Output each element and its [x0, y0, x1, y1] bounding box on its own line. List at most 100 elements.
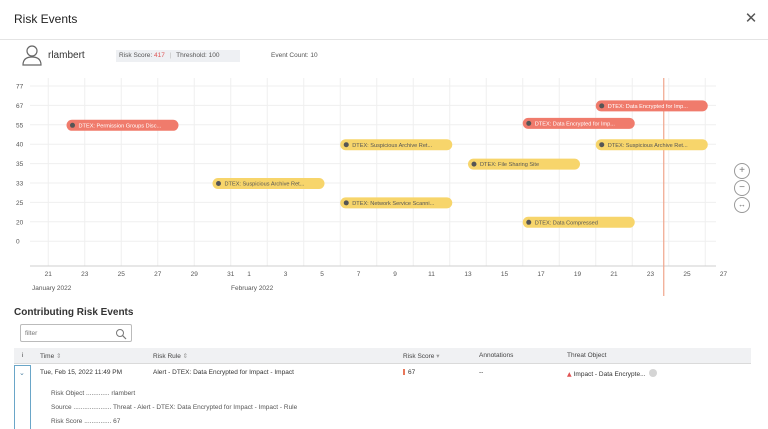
score-bar [403, 369, 405, 375]
y-tick-label: 25 [16, 200, 24, 207]
row-score: 67 [403, 369, 415, 376]
event-label: DTEX: Data Compressed [535, 220, 598, 226]
y-tick-label: 55 [16, 122, 24, 129]
filter-input[interactable] [25, 328, 113, 339]
event-pill-bg [340, 197, 453, 209]
detail-source: Source ..................... Threat - Al… [51, 404, 298, 411]
x-tick-label: 1 [247, 271, 251, 278]
event-pill[interactable]: DTEX: Suspicious Archive Ret... [595, 139, 708, 151]
event-pill[interactable]: DTEX: Permission Groups Disc... [66, 119, 179, 131]
zoom-in-icon[interactable]: + [734, 163, 750, 179]
x-tick-label: 7 [357, 271, 361, 278]
event-dot [70, 122, 75, 128]
event-dot [471, 161, 477, 167]
event-pill[interactable]: DTEX: Suspicious Archive Ret... [340, 139, 453, 151]
col-threat: Threat Object [567, 352, 607, 359]
event-pill-bg [340, 139, 453, 151]
x-tick-label: 11 [428, 271, 435, 278]
risk-events-table: i Time ⇕ Risk Rule ⇕ Risk Score ▾ Annota… [14, 348, 751, 378]
fit-width-icon[interactable]: ↔ [734, 197, 750, 213]
x-tick-label: 3 [284, 271, 288, 278]
y-tick-label: 0 [16, 239, 20, 246]
info-icon[interactable] [648, 369, 657, 377]
y-tick-label: 67 [16, 103, 24, 110]
event-pill-bg [468, 158, 580, 170]
y-tick-label: 40 [16, 142, 24, 149]
event-pill[interactable]: DTEX: Data Encrypted for Imp... [522, 117, 635, 129]
x-tick-label: 25 [118, 271, 126, 278]
event-dot [526, 219, 532, 225]
close-icon[interactable]: ✕ [742, 8, 760, 28]
col-rule[interactable]: Risk Rule ⇕ [153, 352, 188, 360]
event-label: DTEX: Suspicious Archive Ret... [225, 182, 305, 188]
x-tick-label: 19 [574, 271, 582, 278]
col-info: i [22, 352, 24, 359]
row-time: Tue, Feb 15, 2022 11:49 PM [40, 369, 123, 376]
zoom-out-icon[interactable]: − [734, 180, 750, 196]
search-icon[interactable] [115, 328, 127, 340]
event-pill-bg [522, 216, 635, 228]
month-label: January 2022 [32, 285, 72, 292]
event-pill[interactable]: DTEX: File Sharing Site [468, 158, 580, 170]
row-rule: Alert - DTEX: Data Encrypted for Impact … [153, 369, 294, 376]
separator: | [169, 52, 172, 59]
event-dot [216, 181, 221, 186]
col-time[interactable]: Time ⇕ [40, 352, 61, 360]
event-label: DTEX: Suspicious Archive Ret... [608, 143, 688, 149]
username: rlambert [48, 50, 85, 61]
event-label: DTEX: Suspicious Archive Ret... [352, 143, 432, 149]
col-score-label: Risk Score [403, 353, 435, 360]
y-tick-label: 77 [16, 84, 24, 91]
y-tick-label: 35 [16, 161, 24, 168]
x-tick-label: 21 [45, 271, 53, 278]
sort-icon: ⇕ [56, 353, 62, 360]
event-label: DTEX: Network Service Scanni... [352, 201, 435, 207]
event-pill-bg [522, 117, 635, 129]
x-tick-label: 9 [393, 271, 397, 278]
x-tick-label: 15 [501, 271, 509, 278]
event-count: Event Count: 10 [271, 52, 318, 59]
event-label: DTEX: File Sharing Site [480, 162, 539, 168]
risk-timeline-chart: 77 67 55 40 35 33 25 20 0 21 23 25 27 29 31 1 3 5 7 9 11 13 15… [0, 78, 768, 298]
modal-title: Risk Events [14, 12, 78, 26]
chevron-down-icon: ⌄ [19, 369, 25, 377]
row-score-value: 67 [408, 369, 416, 376]
x-tick-label: 21 [610, 271, 618, 278]
event-label: DTEX: Permission Groups Disc... [79, 123, 162, 129]
x-tick-label: 23 [647, 271, 655, 278]
event-pill-bg [595, 100, 708, 112]
risk-score-label: Risk Score: [119, 52, 153, 59]
table-row[interactable]: Tue, Feb 15, 2022 11:49 PM Alert - DTEX:… [14, 365, 751, 379]
warning-icon: ▲ [567, 371, 572, 378]
contributing-title: Contributing Risk Events [14, 307, 134, 318]
threshold-label: Threshold: 100 [176, 52, 220, 59]
col-rule-label: Risk Rule [153, 353, 181, 360]
event-pill[interactable]: DTEX: Suspicious Archive Ret... [212, 178, 325, 189]
x-tick-label: 25 [683, 271, 691, 278]
x-tick-label: 29 [191, 271, 199, 278]
event-pill[interactable]: DTEX: Network Service Scanni... [340, 197, 453, 209]
row-annotations: -- [479, 369, 484, 376]
detail-risk-score: Risk Score ............... 67 [51, 418, 121, 425]
col-time-label: Time [40, 353, 55, 360]
col-score[interactable]: Risk Score ▾ [403, 352, 440, 360]
event-dot [343, 200, 349, 206]
row-threat-label: Impact - Data Encrypte... [573, 371, 646, 378]
event-pill-bg [212, 178, 325, 189]
event-pill[interactable]: DTEX: Data Encrypted for Imp... [595, 100, 708, 112]
y-tick-label: 20 [16, 219, 24, 226]
event-dot [599, 103, 605, 109]
sort-icon: ⇕ [182, 353, 189, 360]
user-icon [22, 45, 42, 66]
event-dot [727, 162, 732, 167]
x-tick-label: 27 [154, 271, 162, 278]
x-tick-label: 27 [720, 271, 728, 278]
x-tick-label: 17 [537, 271, 545, 278]
x-tick-label: 13 [464, 271, 472, 278]
event-pill-bg [595, 139, 708, 151]
row-threat[interactable]: ▲ Impact - Data Encrypte... [567, 369, 657, 378]
modal-header: Risk Events ✕ [0, 0, 768, 40]
event-pill[interactable]: DTEX: Data Compressed [522, 216, 635, 228]
row-expand-toggle[interactable]: ⌄ [14, 365, 31, 429]
